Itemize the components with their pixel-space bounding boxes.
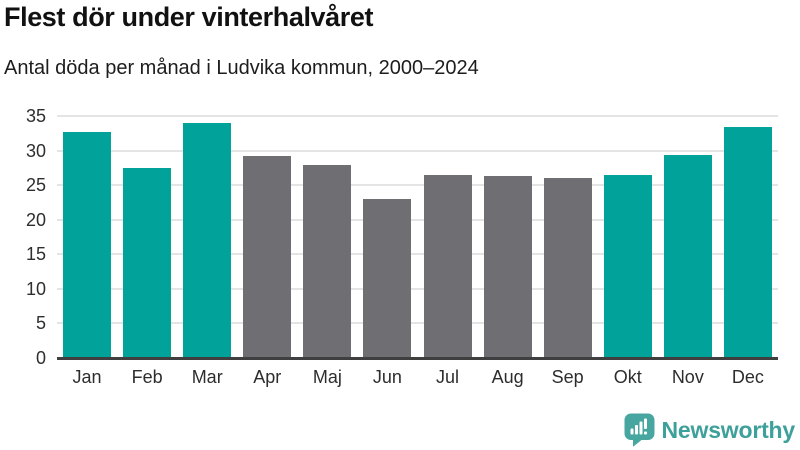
newsworthy-speech-bubble-chart-icon — [624, 413, 655, 447]
x-tick-label-dec: Dec — [731, 367, 764, 387]
gridline-35 — [57, 115, 778, 117]
y-tick-label-35: 35 — [25, 106, 46, 126]
bar-jan — [63, 131, 112, 358]
bar-feb — [123, 167, 172, 358]
bar-slot-nov — [658, 116, 718, 358]
gridline-15 — [57, 253, 778, 256]
y-tick-label-20: 20 — [25, 209, 46, 230]
y-tick-label-10: 10 — [25, 278, 46, 299]
brand-footer: Newsworthy — [624, 413, 795, 447]
x-tick-label-sep: Sep — [551, 367, 584, 387]
x-axis-labels: Jan Feb Mar Apr Maj Jun Jul Aug Sep Okt Nov Dec — [57, 367, 778, 388]
x-tick-label-maj: Maj — [312, 367, 342, 387]
chart-subtitle: Antal döda per månad i Ludvika kommun, 2… — [4, 57, 479, 79]
bar-slot-mar — [177, 116, 237, 358]
bars-row — [57, 116, 778, 358]
bar-slot-jun — [357, 116, 417, 358]
bar-slot-jul — [417, 116, 477, 358]
bar-slot-maj — [297, 116, 357, 358]
bar-maj — [303, 165, 352, 358]
bar-nov — [663, 155, 712, 358]
x-tick-label-feb: Feb — [131, 367, 163, 387]
plot-area — [57, 115, 778, 358]
x-tick-label-apr: Apr — [253, 367, 282, 387]
x-tick-label-jun: Jun — [372, 367, 402, 387]
bar-slot-jan — [57, 116, 117, 358]
gridline-25 — [57, 184, 778, 187]
chart-title: Flest dör under vinterhalvåret — [4, 2, 374, 32]
bar-slot-dec — [718, 116, 778, 358]
bar-okt — [603, 175, 652, 358]
y-tick-label-25: 25 — [25, 175, 46, 196]
x-tick-label-mar: Mar — [191, 367, 223, 387]
y-axis-labels: 0 5 10 15 20 25 30 35 — [0, 0, 46, 400]
x-axis-line — [57, 357, 778, 360]
x-tick-label-jul: Jul — [436, 367, 460, 387]
bar-mar — [183, 122, 232, 358]
x-tick-label-okt: Okt — [613, 367, 642, 387]
bar-chart: 0 5 10 15 20 25 30 35 Jan Feb Mar Apr Maj Jun Jul Aug S… — [0, 0, 778, 400]
y-tick-label-0: 0 — [35, 348, 46, 368]
gridline-20 — [57, 218, 778, 221]
x-tick-label-nov: Nov — [671, 367, 704, 387]
y-tick-label-5: 5 — [35, 313, 46, 334]
bar-apr — [243, 156, 292, 358]
bar-jul — [423, 175, 472, 358]
bar-sep — [543, 177, 592, 358]
gridline-5 — [57, 322, 778, 325]
y-tick-label-30: 30 — [25, 140, 46, 161]
bar-slot-apr — [237, 116, 297, 358]
bar-slot-sep — [538, 116, 598, 358]
bar-slot-aug — [478, 116, 538, 358]
x-tick-label-jan: Jan — [72, 367, 102, 387]
y-tick-label-15: 15 — [25, 244, 46, 265]
gridline-10 — [57, 287, 778, 290]
bar-slot-feb — [117, 116, 177, 358]
bar-jun — [363, 198, 412, 358]
bar-dec — [723, 127, 772, 358]
gridline-30 — [57, 149, 778, 152]
brand-name: Newsworthy — [661, 416, 796, 443]
bar-slot-okt — [598, 116, 658, 358]
bar-aug — [483, 176, 532, 358]
x-tick-label-aug: Aug — [491, 367, 524, 387]
